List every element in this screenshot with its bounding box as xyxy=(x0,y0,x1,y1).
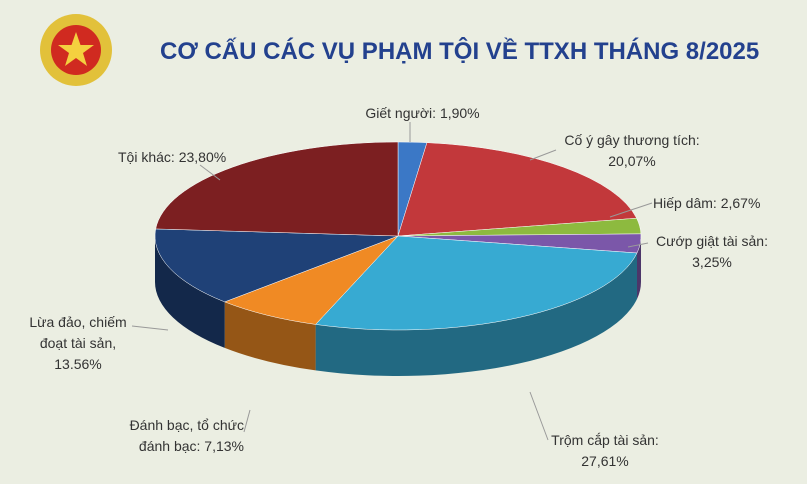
category-name: Cướp giật tài sản: xyxy=(656,233,768,249)
slice-label: Giết người: 1,90% xyxy=(350,103,495,124)
slice xyxy=(154,228,399,303)
category-name: Đánh bạc, tổ chức đánh bạc: xyxy=(129,417,244,454)
emblem xyxy=(40,14,112,86)
slice-label: Đánh bạc, tổ chức đánh bạc: 7,13% xyxy=(106,415,244,457)
value-label: 7,13% xyxy=(204,438,244,454)
slice-label: Cố ý gây thương tích: 20,07% xyxy=(552,130,712,172)
value-label: 27,61% xyxy=(581,453,629,469)
value-label: 2,67% xyxy=(720,195,761,211)
slice xyxy=(224,235,399,325)
category-name: Lừa đảo, chiếm đoạt tài sản, xyxy=(29,314,127,351)
slice-side xyxy=(224,301,316,371)
value-label: 20,07% xyxy=(608,153,656,169)
category-name: Giết người: xyxy=(365,105,437,121)
pie xyxy=(154,141,642,376)
category-name: Cố ý gây thương tích: xyxy=(564,132,700,148)
slice xyxy=(155,141,399,237)
chart-title: CƠ CẤU CÁC VỤ PHẠM TỘI VỀ TTXH THÁNG 8/2… xyxy=(160,38,760,65)
slice-label: Hiếp dâm: 2,67% xyxy=(653,193,803,214)
slice-side xyxy=(315,252,637,376)
category-name: Hiếp dâm: xyxy=(653,195,717,211)
slice-label: Tội khác: 23,80% xyxy=(118,147,258,168)
slice xyxy=(315,235,638,331)
slice-label: Lừa đảo, chiếm đoạt tài sản, 13.56% xyxy=(18,312,138,375)
slice xyxy=(397,142,638,237)
leader-lines xyxy=(131,122,653,441)
category-name: Trộm cắp tài sản: xyxy=(551,432,659,448)
value-label: 1,90% xyxy=(439,105,480,121)
value-label: 23,80% xyxy=(178,149,227,165)
slice-side xyxy=(155,236,225,348)
category-name: Tội khác: xyxy=(118,149,175,165)
slice-label: Cướp giật tài sản: 3,25% xyxy=(642,231,782,273)
slice-label: Trộm cắp tài sản: 27,61% xyxy=(540,430,670,472)
value-label: 3,25% xyxy=(692,254,732,270)
value-label: 13.56% xyxy=(54,356,102,372)
slice-side xyxy=(636,236,641,299)
